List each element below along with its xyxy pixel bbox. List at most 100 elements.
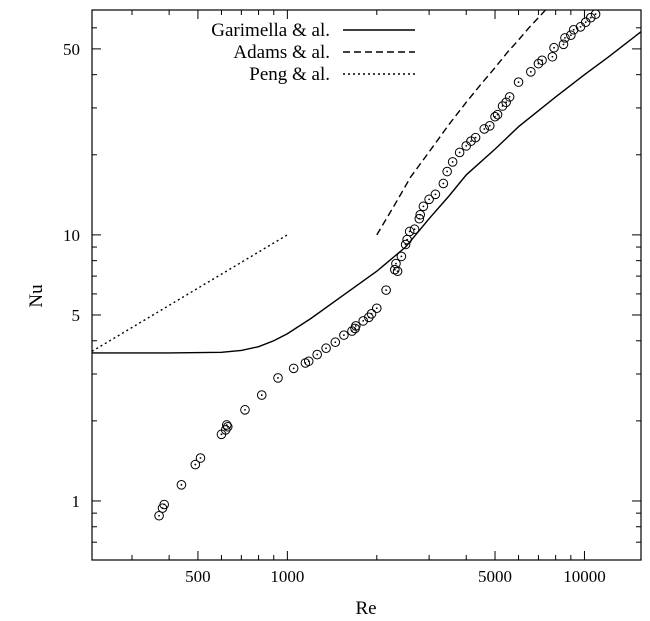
- data-point-center: [220, 433, 223, 436]
- data-point: [526, 67, 536, 77]
- legend-label: Peng & al.: [249, 64, 330, 85]
- data-point: [176, 480, 187, 490]
- data-point: [424, 194, 434, 205]
- x-tick-label: 5000: [478, 567, 512, 586]
- data-point-center: [564, 36, 566, 39]
- data-point: [490, 111, 500, 122]
- data-point-center: [194, 463, 197, 466]
- data-point-center: [225, 424, 228, 426]
- data-point-center: [325, 347, 327, 350]
- data-point: [288, 363, 299, 374]
- y-axis-title: Nu: [26, 284, 47, 308]
- data-point-center: [400, 255, 403, 258]
- data-point-center: [446, 170, 449, 173]
- data-point-center: [413, 228, 416, 231]
- x-tick-label: 500: [185, 567, 211, 586]
- data-point-center: [494, 115, 496, 118]
- data-points: [154, 10, 601, 521]
- data-point: [549, 42, 559, 53]
- data-point: [330, 337, 341, 348]
- data-point-center: [362, 320, 365, 322]
- data-point-center: [316, 353, 319, 356]
- data-point: [497, 101, 508, 111]
- data-point-center: [419, 213, 422, 216]
- data-point: [390, 264, 400, 275]
- data-point-center: [451, 161, 454, 163]
- series-line-garimella-al: [92, 31, 641, 354]
- data-point-center: [529, 70, 532, 73]
- x-tick-label: 1000: [270, 567, 304, 586]
- data-point: [240, 405, 250, 415]
- data-point-center: [442, 182, 445, 185]
- data-point: [590, 10, 601, 20]
- data-point-center: [458, 151, 461, 154]
- data-point: [221, 420, 232, 430]
- data-point-center: [465, 144, 468, 147]
- series-line-adams-al: [376, 10, 547, 236]
- data-point: [492, 109, 503, 120]
- data-point: [222, 421, 233, 432]
- data-point: [533, 58, 544, 69]
- data-point-center: [541, 59, 543, 62]
- data-point-center: [406, 238, 409, 241]
- data-point-center: [508, 96, 511, 98]
- data-point: [364, 312, 374, 323]
- data-point-center: [199, 457, 202, 459]
- legend-label: Adams & al.: [233, 42, 330, 63]
- data-point: [537, 55, 547, 66]
- y-tick-label: 50: [63, 40, 80, 59]
- data-point: [400, 239, 411, 250]
- data-point-center: [292, 367, 295, 370]
- data-point-center: [434, 193, 437, 196]
- data-point: [312, 349, 322, 360]
- data-point: [447, 157, 458, 167]
- data-point-center: [517, 81, 520, 84]
- data-point: [404, 226, 415, 237]
- data-point: [220, 425, 231, 435]
- data-point-center: [572, 28, 575, 31]
- y-tick-label: 10: [63, 226, 80, 245]
- legend: Garimella & al.Adams & al.Peng & al.: [211, 20, 415, 85]
- data-point: [454, 147, 465, 158]
- data-point-center: [307, 360, 310, 363]
- data-point: [547, 51, 558, 62]
- data-point: [504, 92, 515, 102]
- data-point-center: [226, 425, 229, 428]
- data-point-center: [375, 307, 378, 310]
- data-point-center: [505, 101, 508, 104]
- data-point: [256, 390, 267, 400]
- data-point-center: [569, 34, 572, 37]
- data-point: [501, 97, 511, 108]
- ticks-layer: 500 1000 5000 10000 1 5 10 50: [63, 10, 641, 586]
- data-point: [358, 316, 369, 326]
- plot-frame: [91, 9, 642, 561]
- data-point-center: [393, 268, 396, 271]
- data-point: [513, 77, 524, 87]
- data-point-center: [396, 270, 399, 273]
- data-point-center: [488, 124, 491, 127]
- data-point: [568, 24, 579, 35]
- data-point: [560, 33, 570, 43]
- data-point: [415, 209, 426, 220]
- legend-label: Garimella & al.: [211, 20, 330, 41]
- data-point: [484, 120, 495, 131]
- y-tick-label: 1: [72, 492, 81, 511]
- data-point: [391, 258, 401, 269]
- data-point: [351, 321, 361, 331]
- data-point: [392, 266, 403, 277]
- data-point: [339, 330, 349, 340]
- data-point: [190, 459, 201, 470]
- data-point-center: [354, 324, 357, 327]
- data-point: [566, 30, 576, 40]
- data-point-center: [470, 140, 472, 143]
- data-point-center: [483, 128, 486, 130]
- data-point: [438, 178, 449, 189]
- data-point: [409, 224, 420, 235]
- data-point: [585, 12, 596, 23]
- data-point-center: [334, 341, 337, 344]
- x-axis-title: Re: [355, 598, 376, 619]
- data-point-center: [422, 205, 425, 208]
- data-point-center: [584, 21, 587, 24]
- data-point-center: [343, 334, 345, 337]
- series-line-peng-al: [92, 234, 288, 352]
